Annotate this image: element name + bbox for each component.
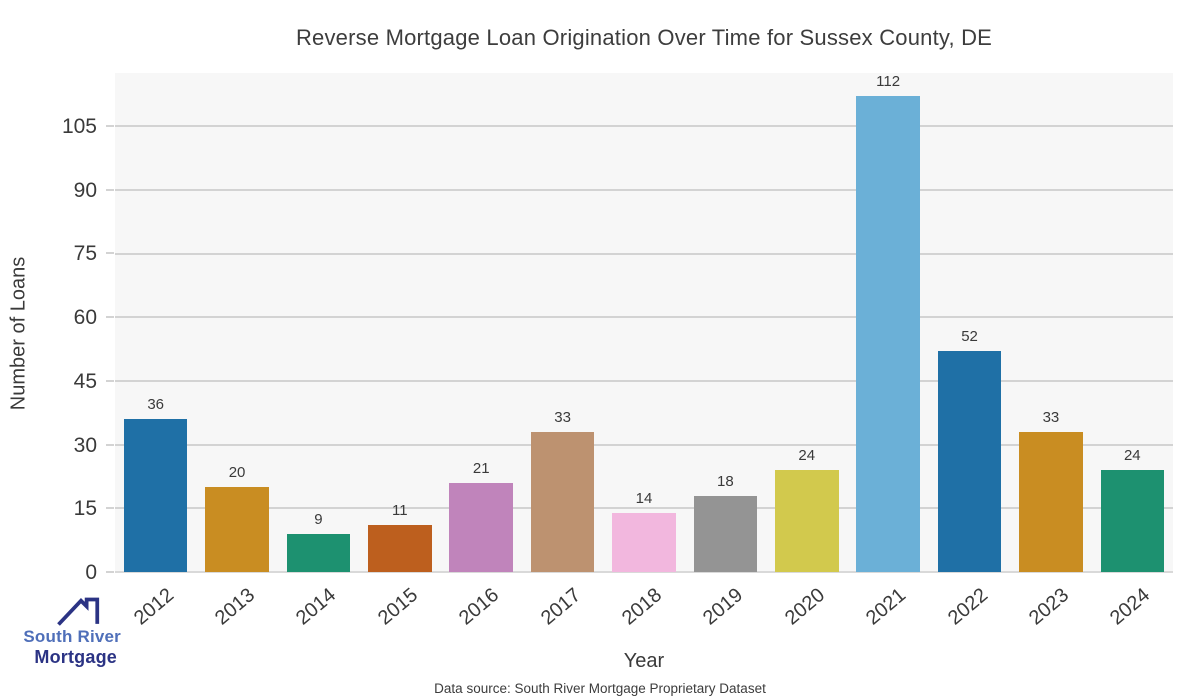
y-tick-label: 15 xyxy=(73,497,97,521)
bar-2017 xyxy=(530,431,595,572)
bar-2014 xyxy=(286,533,351,572)
bar-value-label: 18 xyxy=(717,472,734,490)
y-tick-label: 75 xyxy=(73,242,97,266)
gridline xyxy=(115,379,1173,382)
x-tick-label: 2013 xyxy=(210,584,260,630)
y-tick-label: 0 xyxy=(85,561,97,584)
y-tick-mark xyxy=(106,507,114,510)
bar-value-label: 33 xyxy=(1042,408,1060,426)
x-tick-label: 2015 xyxy=(373,584,422,630)
bar-value-label: 52 xyxy=(961,328,978,346)
gridline xyxy=(115,125,1173,128)
bar-value-label: 21 xyxy=(472,459,490,477)
bar-2021 xyxy=(856,96,920,572)
x-tick-label: 2014 xyxy=(292,584,341,630)
x-tick-label: 2012 xyxy=(129,584,178,630)
bar-2018 xyxy=(612,512,676,572)
x-tick-label: 2023 xyxy=(1024,584,1074,630)
x-axis-title: Year xyxy=(623,650,665,672)
gridline xyxy=(115,316,1173,319)
bar-value-label: 112 xyxy=(876,73,901,91)
y-tick-label: 30 xyxy=(73,433,97,457)
y-tick-mark xyxy=(106,571,114,573)
y-tick-label: 90 xyxy=(73,178,97,202)
bar-value-label: 14 xyxy=(635,489,653,507)
bar-2013 xyxy=(205,487,269,572)
x-tick-label: 2024 xyxy=(1106,584,1155,630)
y-tick-mark xyxy=(106,252,114,255)
y-tick-mark xyxy=(106,188,114,191)
y-tick-label: 105 xyxy=(61,115,97,139)
gridline xyxy=(115,443,1173,446)
bar-value-label: 11 xyxy=(392,502,408,520)
logo-text-line2: Mortgage xyxy=(34,646,117,667)
company-logo: South River Mortgage xyxy=(13,597,121,667)
logo-text-line1: South River xyxy=(23,627,121,646)
bar-2023 xyxy=(1019,431,1083,572)
y-tick-mark xyxy=(106,125,114,128)
gridline xyxy=(115,252,1173,255)
bar-value-label: 9 xyxy=(314,510,323,528)
chart-title: Reverse Mortgage Loan Origination Over T… xyxy=(295,25,993,50)
house-roof-icon xyxy=(57,597,100,626)
data-source-note: Data source: South River Mortgage Propri… xyxy=(434,681,766,696)
x-axis-line xyxy=(115,571,1173,573)
bar-value-label: 24 xyxy=(1123,447,1141,465)
x-tick-label: 2022 xyxy=(943,584,992,630)
bar-2019 xyxy=(693,495,758,572)
bar-2024 xyxy=(1100,470,1165,572)
y-tick-label: 45 xyxy=(73,369,97,393)
bar-value-label: 36 xyxy=(147,396,165,414)
plot-area: 36 20 9 11 21 33 14 18 24 112 52 33 24 xyxy=(115,73,1173,573)
bar-2012 xyxy=(123,419,188,572)
bar-2020 xyxy=(775,470,839,572)
gridline xyxy=(115,507,1173,510)
x-tick-label: 2020 xyxy=(780,584,829,630)
x-tick-label: 2019 xyxy=(699,584,748,630)
bar-2016 xyxy=(449,482,513,572)
bar-value-label: 24 xyxy=(798,447,816,465)
bar-value-label: 20 xyxy=(228,464,246,482)
x-tick-label: 2021 xyxy=(862,584,911,630)
y-tick-label: 60 xyxy=(73,306,97,330)
y-tick-mark xyxy=(106,443,114,446)
y-tick-mark xyxy=(106,316,114,319)
bar-2015 xyxy=(368,525,432,572)
x-tick-label: 2018 xyxy=(617,584,667,630)
y-tick-mark xyxy=(106,379,114,382)
bar-value-label: 33 xyxy=(554,408,571,426)
x-tick-label: 2016 xyxy=(455,584,504,630)
bar-2022 xyxy=(937,351,1002,572)
gridline xyxy=(115,188,1173,191)
x-tick-label: 2017 xyxy=(536,584,585,630)
